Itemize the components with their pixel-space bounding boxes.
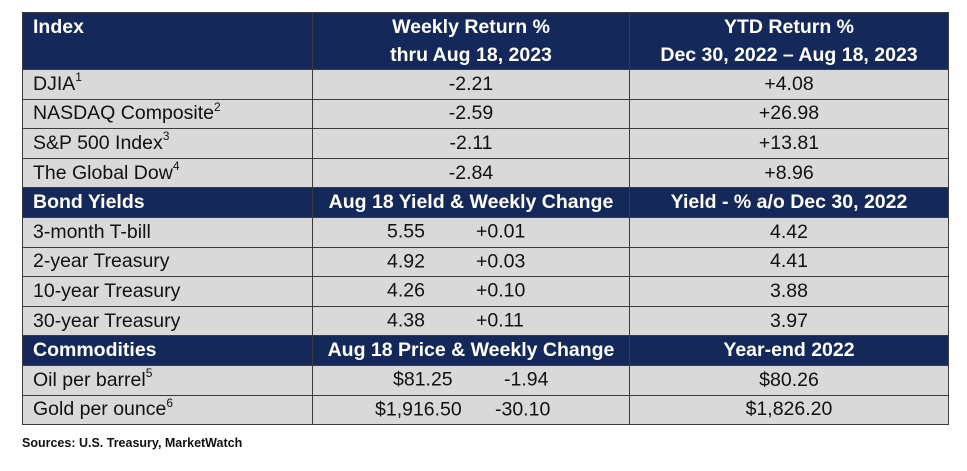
commodity-name-text: Oil per barrel <box>33 368 146 391</box>
index-name-text: NASDAQ Composite <box>33 102 214 125</box>
bond-name: 30-year Treasury <box>22 305 313 337</box>
commodity-name-text: Gold per ounce <box>33 398 167 421</box>
table-row: DJIA1 -2.21 +4.08 <box>22 69 949 100</box>
bond-name: 10-year Treasury <box>22 276 313 307</box>
table-row: The Global Dow4 -2.84 +8.96 <box>22 157 949 189</box>
commodity-price: $81.25 <box>393 368 453 391</box>
bond-yield-cell: 5.55 +0.01 <box>312 216 630 248</box>
table-row: 2-year Treasury 4.92 +0.03 4.41 <box>22 246 949 278</box>
commodity-price: $1,916.50 <box>375 398 462 421</box>
bond-prior-yield: 3.97 <box>629 305 949 337</box>
market-summary-table: Index Weekly Return % thru Aug 18, 2023 … <box>22 12 949 426</box>
commodities-header-year-end: Year-end 2022 <box>629 335 949 366</box>
ytd-return: +26.98 <box>629 98 949 130</box>
weekly-return: -2.84 <box>312 157 630 189</box>
bond-change: +0.10 <box>476 279 526 302</box>
bonds-header-row: Bond Yields Aug 18 Yield & Weekly Change… <box>22 187 949 218</box>
bond-name: 3-month T-bill <box>22 216 313 248</box>
index-name: S&P 500 Index3 <box>22 128 313 159</box>
bond-name: 2-year Treasury <box>22 246 313 278</box>
table-row: NASDAQ Composite2 -2.59 +26.98 <box>22 98 949 130</box>
indices-header-ytd: YTD Return % Dec 30, 2022 – Aug 18, 2023 <box>629 12 949 70</box>
bond-yield-cell: 4.26 +0.10 <box>312 276 630 307</box>
bond-yield: 4.92 <box>387 250 425 273</box>
bond-prior-yield: 4.41 <box>629 246 949 278</box>
table-row: 30-year Treasury 4.38 +0.11 3.97 <box>22 305 949 337</box>
bond-prior-yield: 3.88 <box>629 276 949 307</box>
commodity-name: Gold per ounce6 <box>22 394 313 426</box>
commodities-header-label: Commodities <box>22 335 313 366</box>
commodity-change: -30.10 <box>495 398 551 421</box>
ytd-header-line1: YTD Return % <box>723 16 854 38</box>
bond-change: +0.03 <box>476 250 526 273</box>
ytd-return: +8.96 <box>629 157 949 189</box>
bond-yield-cell: 4.92 +0.03 <box>312 246 630 278</box>
index-name-text: S&P 500 Index <box>33 131 163 154</box>
table-row: Gold per ounce6 $1,916.50 -30.10 $1,826.… <box>22 394 949 426</box>
commodity-price-cell: $81.25 -1.94 <box>312 364 630 396</box>
table-row: 10-year Treasury 4.26 +0.10 3.88 <box>22 276 949 307</box>
indices-header-row: Index Weekly Return % thru Aug 18, 2023 … <box>22 12 949 70</box>
commodities-header-row: Commodities Aug 18 Price & Weekly Change… <box>22 335 949 366</box>
indices-header-index: Index <box>22 12 313 70</box>
footnote-marker: 3 <box>162 129 170 144</box>
weekly-return: -2.11 <box>312 128 630 159</box>
table-row: S&P 500 Index3 -2.11 +13.81 <box>22 128 949 159</box>
bonds-header-prior: Yield - % a/o Dec 30, 2022 <box>629 187 949 218</box>
index-name: DJIA1 <box>22 69 313 100</box>
footnote-marker: 4 <box>172 159 180 174</box>
footnote-marker: 1 <box>75 70 82 85</box>
bond-change: +0.11 <box>476 309 524 332</box>
bond-yield: 4.26 <box>387 279 425 302</box>
index-name-text: The Global Dow <box>33 161 173 184</box>
weekly-return: -2.59 <box>312 98 630 130</box>
sources-note: Sources: U.S. Treasury, MarketWatch <box>22 436 243 450</box>
table-row: Oil per barrel5 $81.25 -1.94 $80.26 <box>22 364 949 396</box>
index-name: NASDAQ Composite2 <box>22 98 313 130</box>
ytd-return: +4.08 <box>629 69 949 100</box>
bonds-header-label: Bond Yields <box>22 187 313 218</box>
weekly-return: -2.21 <box>312 69 630 100</box>
indices-header-weekly: Weekly Return % thru Aug 18, 2023 <box>312 12 630 70</box>
bond-yield: 5.55 <box>387 220 425 243</box>
commodity-year-end: $1,826.20 <box>629 394 949 426</box>
bond-yield-cell: 4.38 +0.11 <box>312 305 630 337</box>
commodity-change: -1.94 <box>504 368 549 391</box>
table-row: 3-month T-bill 5.55 +0.01 4.42 <box>22 216 949 248</box>
ytd-header-line2: Dec 30, 2022 – Aug 18, 2023 <box>660 44 918 66</box>
weekly-header-line1: Weekly Return % <box>392 16 550 38</box>
footnote-marker: 5 <box>145 366 153 381</box>
index-name-text: DJIA <box>33 72 76 95</box>
footnote-marker: 6 <box>166 395 174 410</box>
bonds-header-yield: Aug 18 Yield & Weekly Change <box>312 187 630 218</box>
index-name: The Global Dow4 <box>22 157 313 189</box>
commodity-name: Oil per barrel5 <box>22 364 313 396</box>
footnote-marker: 2 <box>213 99 221 114</box>
ytd-return: +13.81 <box>629 128 949 159</box>
weekly-header-line2: thru Aug 18, 2023 <box>390 44 552 66</box>
commodity-price-cell: $1,916.50 -30.10 <box>312 394 630 426</box>
bond-yield: 4.38 <box>387 309 425 332</box>
bond-prior-yield: 4.42 <box>629 216 949 248</box>
commodities-header-price: Aug 18 Price & Weekly Change <box>312 335 630 366</box>
bond-change: +0.01 <box>476 220 526 243</box>
commodity-year-end: $80.26 <box>629 364 949 396</box>
